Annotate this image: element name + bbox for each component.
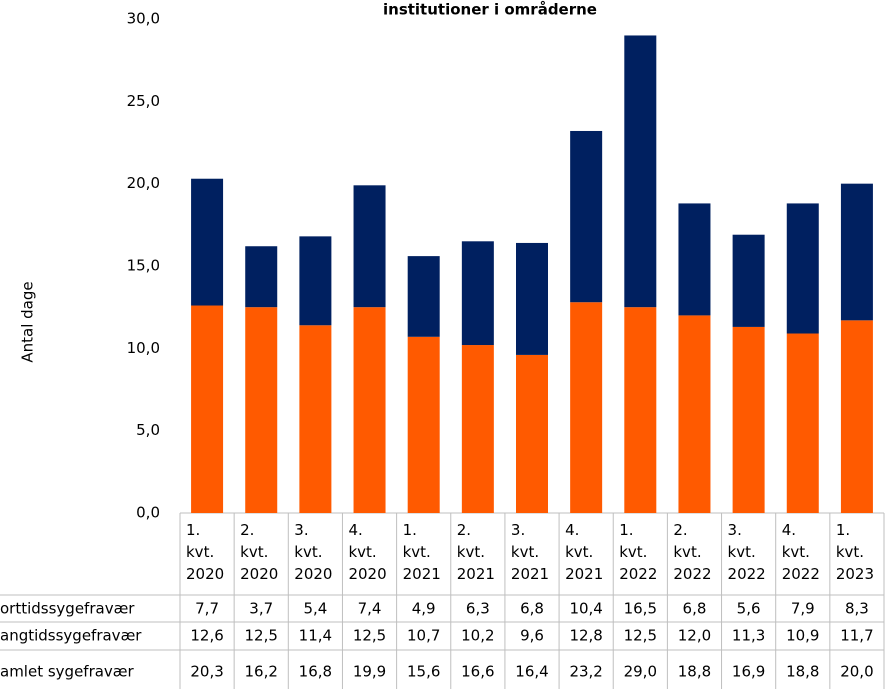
x-tick-label: 1. kvt. 2022 — [619, 521, 658, 583]
bar-segment — [407, 256, 440, 337]
table-value: 20,3 — [190, 663, 223, 681]
table-value: 3,7 — [249, 600, 273, 618]
bar-segment — [840, 320, 873, 513]
table-value: 16,5 — [624, 600, 657, 618]
table-value: 16,6 — [461, 663, 494, 681]
x-tick-label: 3. kvt. 2021 — [510, 521, 550, 583]
table-value: 12,5 — [353, 627, 386, 645]
bar-segment — [299, 236, 332, 326]
bar-segment — [461, 345, 494, 513]
table-value: 6,8 — [683, 600, 707, 618]
bar-segment — [570, 130, 603, 303]
bar-segment — [732, 326, 765, 513]
x-tick-label: 1. kvt. 2023 — [835, 521, 875, 583]
table-value: 29,0 — [624, 663, 657, 681]
y-axis-label: Antal dage — [19, 281, 37, 362]
y-tick-label: 10,0 — [127, 339, 160, 357]
bar-segment — [516, 354, 548, 513]
table-value: 9,6 — [520, 627, 544, 645]
bar-segment — [786, 203, 819, 334]
bar-segment — [786, 333, 819, 513]
bar-segment — [353, 307, 386, 513]
table-value: 23,2 — [569, 663, 602, 681]
bar-segment — [624, 35, 657, 308]
table-value: 10,4 — [569, 600, 602, 618]
x-tick-label: 4. kvt. 2022 — [781, 521, 820, 583]
table-value: 7,4 — [358, 600, 382, 618]
x-tick-label: 4. kvt. 2021 — [565, 521, 604, 583]
table-value: 12,5 — [624, 627, 657, 645]
table-value: 5,6 — [737, 600, 761, 618]
x-tick-label: 3. kvt. 2020 — [294, 521, 333, 583]
bar-segment — [407, 336, 440, 513]
bar-segment — [461, 241, 494, 346]
bar-segment — [353, 185, 386, 308]
table-value: 19,9 — [353, 663, 386, 681]
bar-segment — [191, 178, 224, 306]
row-label: amlet sygefravær — [0, 663, 135, 681]
x-tick-label: 2. kvt. 2020 — [240, 521, 279, 583]
table-value: 4,9 — [412, 600, 436, 618]
table-value: 16,8 — [299, 663, 332, 681]
table-value: 12,6 — [190, 627, 223, 645]
table-value: 12,5 — [245, 627, 278, 645]
x-tick-label: 1. kvt. 2020 — [186, 521, 225, 583]
x-tick-label: 3. kvt. 2022 — [727, 521, 766, 583]
table-value: 20,0 — [840, 663, 873, 681]
x-tick-label: 2. kvt. 2021 — [456, 521, 495, 583]
bar-segment — [299, 325, 332, 513]
table-value: 10,2 — [461, 627, 494, 645]
bar-segment — [245, 307, 278, 513]
bar-segment — [570, 302, 603, 513]
bar-segment — [624, 307, 657, 513]
bar-segment — [678, 203, 711, 316]
row-label: orttidssygefravær — [0, 600, 135, 618]
table-value: 15,6 — [407, 663, 440, 681]
x-tick-label: 1. kvt. 2021 — [402, 521, 441, 583]
x-tick-label: 4. kvt. 2020 — [348, 521, 387, 583]
bar-segment — [840, 183, 873, 321]
chart-title: institutioner i områderne — [383, 1, 597, 19]
table-value: 10,9 — [786, 627, 819, 645]
table-value: 16,2 — [245, 663, 278, 681]
table-value: 6,8 — [520, 600, 544, 618]
table-value: 11,3 — [732, 627, 765, 645]
y-tick-label: 30,0 — [127, 10, 160, 28]
bar-segment — [191, 305, 224, 513]
table-value: 11,7 — [840, 627, 873, 645]
table-value: 18,8 — [786, 663, 819, 681]
y-tick-label: 15,0 — [127, 257, 160, 275]
x-tick-label: 2. kvt. 2022 — [673, 521, 712, 583]
table-value: 6,3 — [466, 600, 490, 618]
y-tick-label: 0,0 — [136, 504, 160, 522]
bar-segment — [245, 246, 278, 308]
y-tick-label: 5,0 — [136, 421, 160, 439]
bar-segment — [678, 315, 711, 513]
table-value: 12,8 — [569, 627, 602, 645]
table-value: 10,7 — [407, 627, 440, 645]
bar-segment — [732, 234, 765, 327]
table-value: 11,4 — [299, 627, 332, 645]
y-tick-label: 20,0 — [127, 174, 160, 192]
table-value: 7,9 — [791, 600, 815, 618]
row-label: angtidssygefravær — [0, 627, 142, 645]
table-value: 7,7 — [195, 600, 219, 618]
table-value: 18,8 — [678, 663, 711, 681]
y-tick-label: 25,0 — [127, 92, 160, 110]
table-value: 16,4 — [515, 663, 548, 681]
table-value: 8,3 — [845, 600, 869, 618]
table-value: 12,0 — [678, 627, 711, 645]
bar-segment — [516, 242, 548, 355]
table-value: 5,4 — [303, 600, 327, 618]
table-value: 16,9 — [732, 663, 765, 681]
